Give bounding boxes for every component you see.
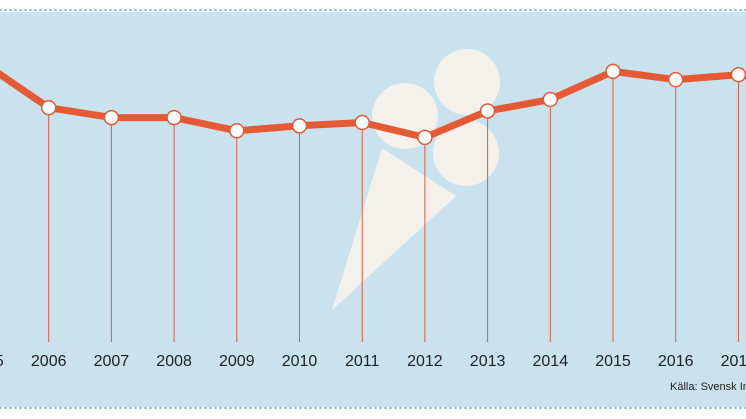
x-tick-label-2015: 2015 — [595, 353, 631, 370]
data-point-markers — [40, 63, 746, 146]
x-tick-label-2014: 2014 — [533, 353, 569, 370]
x-tick-label-2010: 2010 — [282, 353, 318, 370]
x-tick-label-2017: 2017 — [721, 353, 746, 370]
data-point-2008 — [166, 109, 182, 126]
data-point-2017 — [730, 66, 746, 83]
data-point-2015 — [605, 63, 621, 80]
x-axis-tick-labels: 2005 2006 2007 2008 2009 2010 2011 2012 2013 2014… — [0, 353, 746, 370]
x-tick-label-2007: 2007 — [94, 353, 130, 370]
data-point-2009 — [229, 123, 245, 139]
data-point-2016 — [667, 71, 684, 88]
data-point-2014 — [542, 91, 559, 108]
x-tick-label-2013: 2013 — [470, 353, 506, 370]
x-tick-label-2006: 2006 — [31, 353, 67, 370]
x-tick-label-2012: 2012 — [407, 353, 443, 370]
data-point-2010 — [291, 118, 308, 134]
data-point-2013 — [479, 103, 496, 119]
data-point-2006 — [40, 99, 57, 116]
data-point-2012 — [417, 129, 433, 146]
x-tick-label-2008: 2008 — [156, 353, 192, 370]
vertical-guide-lines — [48, 71, 739, 342]
x-tick-label-2009: 2009 — [219, 353, 255, 370]
x-tick-label-2016: 2016 — [658, 353, 694, 370]
series-line — [0, 67, 746, 141]
source-note: Källa: Svensk Ins — [670, 381, 746, 393]
data-point-2007 — [103, 109, 120, 126]
x-tick-label-2011: 2011 — [345, 353, 380, 370]
x-tick-label-2005: 2005 — [0, 353, 4, 370]
data-point-2011 — [354, 114, 370, 131]
